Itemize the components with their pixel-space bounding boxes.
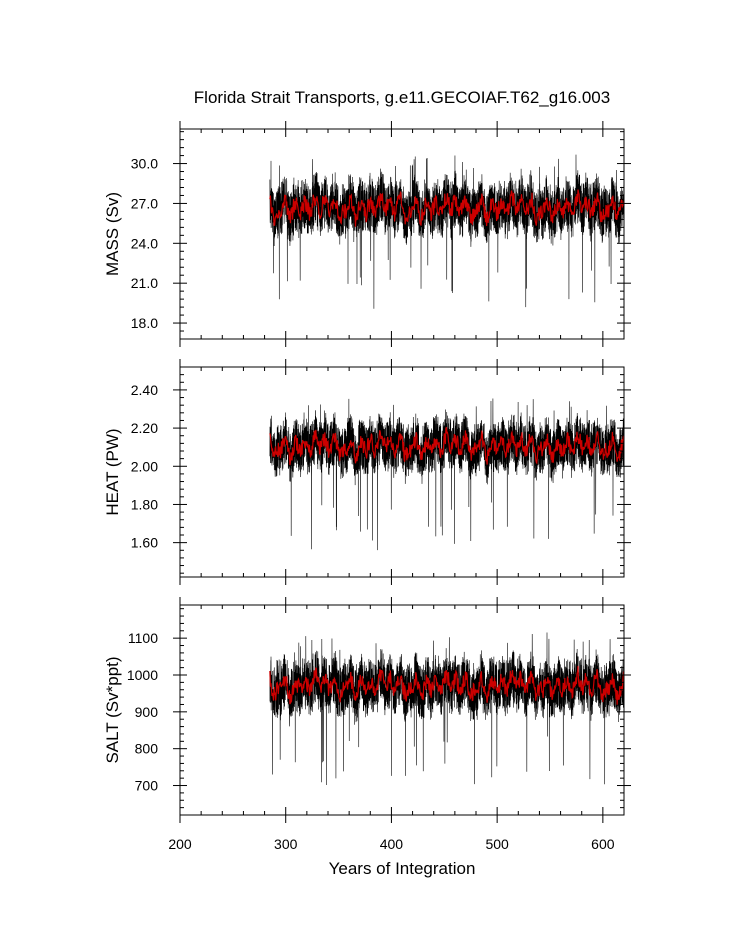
- y-tick-label: 18.0: [131, 315, 158, 331]
- y-axis-label-1: MASS (Sv): [103, 192, 122, 276]
- smoothed-series-3: [269, 665, 624, 705]
- y-tick-label: 27.0: [131, 195, 158, 211]
- x-tick-label: 200: [168, 836, 192, 852]
- y-tick-label: 700: [135, 778, 159, 794]
- panel-frame-1: [179, 128, 625, 340]
- panel-3: 700 800 900 1000 1100 SALT (Sv*ppt): [103, 597, 631, 823]
- y-tick-label: 21.0: [131, 275, 158, 291]
- y-tick-label: 1.80: [131, 496, 158, 512]
- y-axis-label-2: HEAT (PW): [103, 428, 122, 515]
- x-tick-label: 500: [485, 836, 509, 852]
- x-tick-label: 400: [380, 836, 404, 852]
- panel-frame-3: [179, 604, 625, 816]
- smoothed-series-1: [269, 189, 624, 227]
- x-tick-label: 600: [591, 836, 615, 852]
- smoothed-series-2: [269, 426, 624, 466]
- y-tick-label: 1100: [128, 630, 158, 646]
- y-tick-label: 900: [135, 704, 159, 720]
- chart-title: Florida Strait Transports, g.e11.GECOIAF…: [194, 88, 610, 107]
- panel-1: 18.0 21.0 24.0 27.0 30.0 MASS (Sv): [103, 121, 631, 347]
- panel-frame-2: [179, 366, 625, 578]
- y-tick-label: 2.00: [131, 458, 158, 474]
- raw-series-3: [269, 632, 624, 786]
- y-tick-label: 2.40: [131, 382, 158, 398]
- y-tick-label: 30.0: [131, 156, 158, 172]
- y-axis-label-3: SALT (Sv*ppt): [103, 656, 122, 763]
- raw-series-2: [269, 398, 624, 551]
- x-tick-label: 300: [274, 836, 298, 852]
- panel-2: 1.60 1.80 2.00 2.20 2.40 HEAT (PW): [103, 359, 631, 585]
- y-tick-label: 24.0: [131, 235, 158, 251]
- raw-series-1: [269, 154, 624, 309]
- panels: 18.0 21.0 24.0 27.0 30.0 MASS (Sv) 1.60 1.80 2.0…: [103, 121, 631, 852]
- x-axis-label: Years of Integration: [329, 859, 476, 878]
- y-tick-label: 2.20: [131, 420, 158, 436]
- y-tick-label: 800: [135, 741, 159, 757]
- y-tick-label: 1.60: [131, 535, 158, 551]
- y-tick-label: 1000: [127, 667, 158, 683]
